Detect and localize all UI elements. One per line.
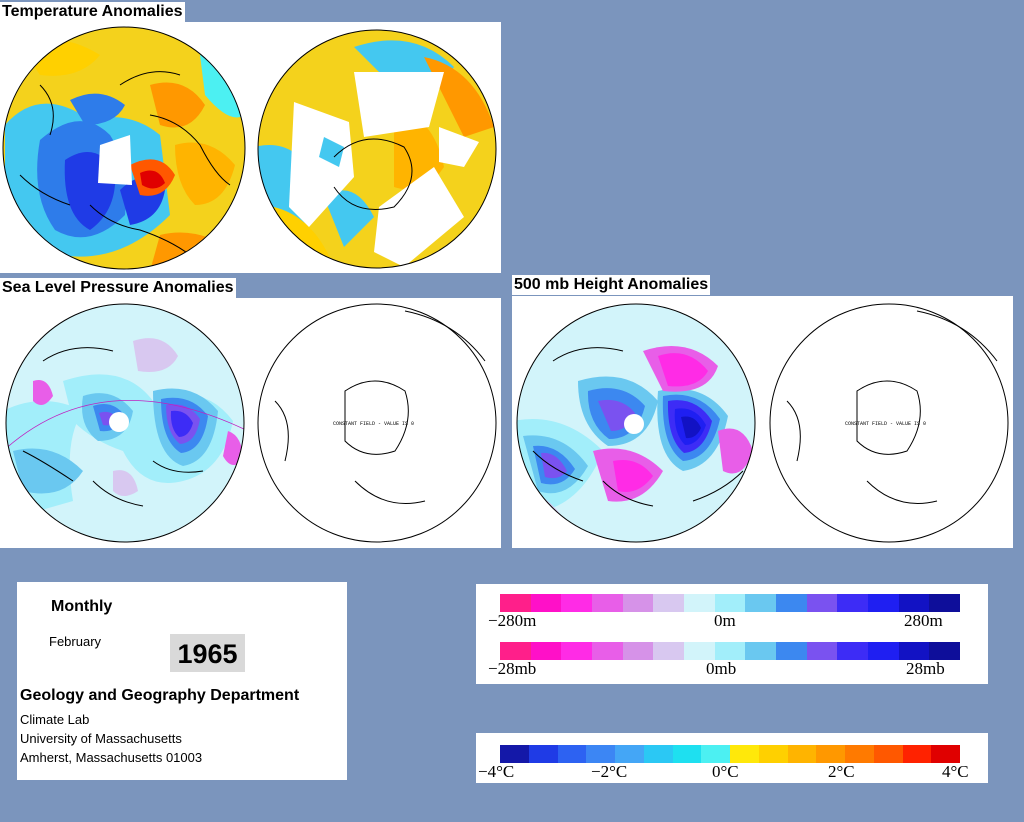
color-swatch xyxy=(561,642,593,660)
color-swatch xyxy=(806,594,838,612)
color-swatch xyxy=(653,594,685,612)
temperature-title: Temperature Anomalies xyxy=(0,2,185,22)
color-swatch xyxy=(653,642,685,660)
color-swatch xyxy=(500,745,529,763)
color-swatch xyxy=(929,594,961,612)
height500-map-constant: CONSTANT FIELD - VALUE IS 0 xyxy=(769,303,1009,543)
height-color-bar xyxy=(500,594,961,612)
color-swatch xyxy=(929,642,961,660)
lab-label: Climate Lab xyxy=(20,712,90,727)
temp-label-zero: 0°C xyxy=(712,762,739,781)
university-label: University of Massachusetts xyxy=(20,731,182,746)
temp-label-plus4: 4°C xyxy=(942,762,969,781)
color-swatch xyxy=(873,745,903,763)
height500-constant-label: CONSTANT FIELD - VALUE IS 0 xyxy=(845,421,926,427)
slp-map-main xyxy=(5,303,245,543)
temp-label-plus2: 2°C xyxy=(828,762,855,781)
color-swatch xyxy=(530,594,562,612)
color-swatch xyxy=(615,745,644,763)
temperature-legend: −4°C −2°C 0°C 2°C 4°C xyxy=(476,733,988,783)
color-swatch xyxy=(684,594,715,612)
mb-label-zero: 0mb xyxy=(706,659,737,678)
color-swatch xyxy=(787,745,817,763)
color-swatch xyxy=(868,642,899,660)
color-swatch xyxy=(806,642,838,660)
color-swatch xyxy=(500,594,531,612)
color-swatch xyxy=(622,642,654,660)
color-swatch xyxy=(837,594,869,612)
pressure-height-legend: −280m 0m 280m −28mb 0mb 28mb xyxy=(476,584,988,684)
temp-label-minus4: −4°C xyxy=(478,762,515,781)
color-swatch xyxy=(758,745,788,763)
color-swatch xyxy=(776,642,807,660)
color-swatch xyxy=(868,594,899,612)
year-label: 1965 xyxy=(170,634,245,672)
color-swatch xyxy=(714,594,746,612)
color-swatch xyxy=(701,745,730,763)
color-swatch xyxy=(528,745,558,763)
color-swatch xyxy=(714,642,746,660)
height500-map-main xyxy=(516,303,756,543)
color-swatch xyxy=(592,594,623,612)
info-box: Monthly February 1965 Geology and Geogra… xyxy=(17,582,347,780)
color-swatch xyxy=(745,642,777,660)
color-swatch xyxy=(745,594,777,612)
color-swatch xyxy=(592,642,623,660)
department-label: Geology and Geography Department xyxy=(20,687,300,704)
height-label-max: 280m xyxy=(904,611,943,630)
address-label: Amherst, Massachusetts 01003 xyxy=(20,750,203,765)
slp-map-constant: CONSTANT FIELD - VALUE IS 0 xyxy=(257,303,497,543)
temp-label-minus2: −2°C xyxy=(591,762,628,781)
temperature-color-bar xyxy=(500,745,960,763)
color-swatch xyxy=(557,745,587,763)
slp-constant-label: CONSTANT FIELD - VALUE IS 0 xyxy=(333,421,414,427)
color-swatch xyxy=(902,745,932,763)
temperature-map-secondary xyxy=(257,29,497,269)
color-swatch xyxy=(730,745,759,763)
color-swatch xyxy=(684,642,715,660)
color-swatch xyxy=(931,745,960,763)
mb-color-bar xyxy=(500,642,961,660)
period-label: Monthly xyxy=(51,598,113,615)
color-swatch xyxy=(672,745,702,763)
height500-title: 500 mb Height Anomalies xyxy=(512,275,711,295)
height-label-zero: 0m xyxy=(714,611,736,630)
color-swatch xyxy=(500,642,531,660)
color-swatch xyxy=(837,642,869,660)
height-label-min: −280m xyxy=(488,611,537,630)
color-swatch xyxy=(530,642,562,660)
color-swatch xyxy=(776,594,807,612)
color-swatch xyxy=(898,594,930,612)
color-swatch xyxy=(898,642,930,660)
mb-label-min: −28mb xyxy=(488,659,537,678)
month-label: February xyxy=(49,634,102,649)
color-swatch xyxy=(845,745,874,763)
color-swatch xyxy=(586,745,615,763)
color-swatch xyxy=(622,594,654,612)
color-swatch xyxy=(643,745,673,763)
color-swatch xyxy=(816,745,845,763)
mb-label-max: 28mb xyxy=(906,659,945,678)
color-swatch xyxy=(561,594,593,612)
slp-title: Sea Level Pressure Anomalies xyxy=(0,278,236,298)
temperature-map-main xyxy=(2,26,246,270)
